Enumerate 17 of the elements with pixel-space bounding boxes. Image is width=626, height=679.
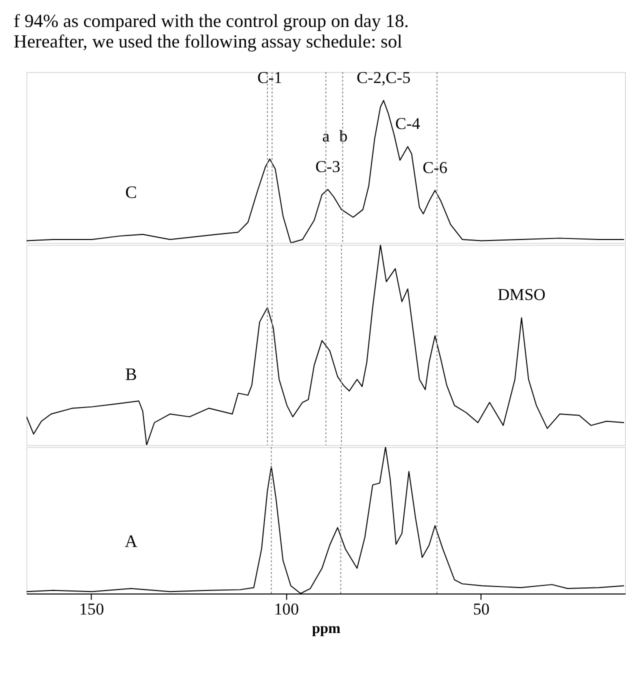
text: f 94% as compared with the control group on day 18.: [14, 11, 409, 32]
text: Hereafter, we used the following assay schedule: sol: [14, 32, 402, 53]
annotation: a: [322, 126, 330, 146]
series-label: B: [125, 364, 137, 384]
series-label: C: [125, 182, 137, 202]
x-tick-label: 150: [79, 599, 104, 618]
annotation: C-2,C-5: [356, 68, 411, 87]
annotation: C-6: [422, 158, 448, 177]
annotation: C-3: [315, 156, 340, 176]
x-tick-label: 100: [274, 599, 299, 618]
annotation: C-1: [257, 68, 282, 87]
text: A: [124, 531, 138, 552]
annotation: b: [339, 126, 348, 146]
x-axis-title: ppm: [312, 621, 340, 638]
annotation: C-4: [395, 114, 421, 134]
x-tick-label: 50: [473, 599, 490, 618]
annotation: DMSO: [498, 285, 546, 304]
